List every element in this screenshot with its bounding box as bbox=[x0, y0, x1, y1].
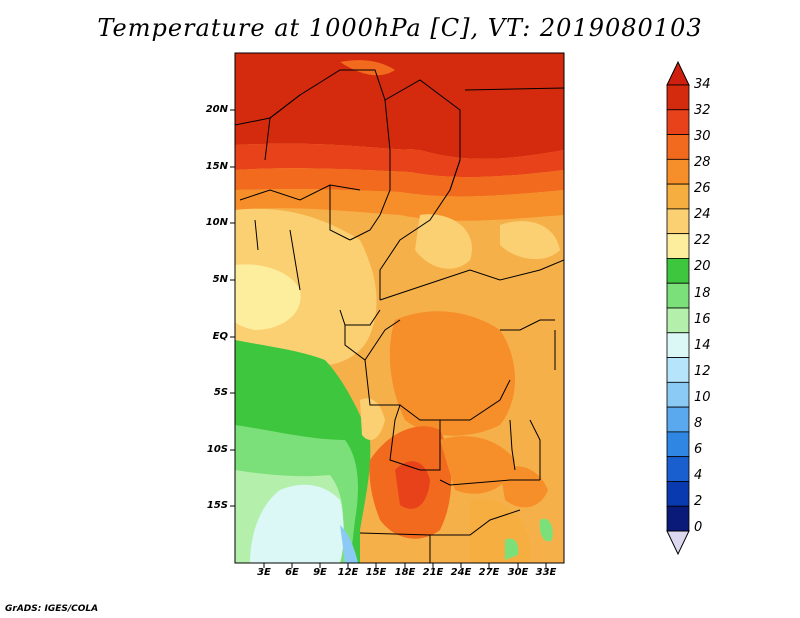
colorbar-bottom-arrow bbox=[666, 530, 690, 556]
colorbar-segment bbox=[666, 431, 690, 458]
colorbar-label: 32 bbox=[694, 103, 711, 118]
colorbar-label: 22 bbox=[694, 233, 711, 248]
lon-label: 6E bbox=[285, 567, 299, 578]
colorbar-top-arrow bbox=[666, 60, 690, 86]
colorbar-label: 12 bbox=[694, 364, 711, 379]
colorbar-segment bbox=[666, 456, 690, 482]
colorbar-segment bbox=[666, 208, 690, 235]
colorbar-segments bbox=[666, 84, 690, 532]
colorbar-segment bbox=[666, 505, 690, 532]
lon-label: 12E bbox=[337, 567, 359, 578]
colorbar-label: 0 bbox=[694, 520, 703, 535]
lat-label: 5N bbox=[212, 274, 228, 285]
colorbar-segment bbox=[666, 158, 690, 185]
colorbar-segment bbox=[666, 258, 690, 284]
country-borders bbox=[235, 69, 564, 563]
lat-label: 15N bbox=[205, 161, 228, 172]
colorbar-segment bbox=[666, 481, 690, 507]
colorbar-segment bbox=[666, 282, 690, 309]
colorbar-segment bbox=[666, 233, 690, 259]
page-title: Temperature at 1000hPa [C], VT: 20190801… bbox=[97, 14, 703, 42]
colorbar-label: 26 bbox=[694, 181, 711, 196]
colorbar-label: 20 bbox=[694, 259, 711, 274]
colorbar-segment bbox=[666, 332, 690, 358]
colorbar-segment bbox=[666, 406, 690, 433]
credit-text: GrADS: IGES/COLA bbox=[5, 604, 99, 614]
colorbar-segment bbox=[666, 183, 690, 210]
colorbar-label: 16 bbox=[694, 312, 711, 327]
colorbar-segment bbox=[666, 357, 690, 383]
lon-label: 3E bbox=[257, 567, 271, 578]
colorbar-label: 6 bbox=[694, 442, 703, 457]
colorbar-label: 10 bbox=[694, 390, 711, 405]
lon-label: 24E bbox=[450, 567, 472, 578]
lat-label: 5S bbox=[213, 387, 228, 398]
colorbar bbox=[666, 60, 690, 556]
lat-label: 15S bbox=[206, 500, 228, 511]
lon-label: 18E bbox=[394, 567, 416, 578]
lat-label: 10S bbox=[206, 444, 228, 455]
colorbar-label: 24 bbox=[694, 207, 711, 222]
lon-label: 33E bbox=[535, 567, 557, 578]
colorbar-label: 18 bbox=[694, 286, 711, 301]
temperature-field bbox=[235, 53, 564, 563]
lon-label: 30E bbox=[507, 567, 529, 578]
lon-label: 21E bbox=[422, 567, 444, 578]
lon-label: 15E bbox=[365, 567, 387, 578]
colorbar-segment bbox=[666, 307, 690, 334]
colorbar-segment bbox=[666, 109, 690, 135]
colorbar-segment bbox=[666, 381, 690, 408]
colorbar-segment bbox=[666, 84, 690, 111]
colorbar-segment bbox=[666, 134, 690, 160]
colorbar-label: 30 bbox=[694, 129, 711, 144]
lon-label: 27E bbox=[478, 567, 500, 578]
lat-label: 10N bbox=[205, 217, 228, 228]
map-frame bbox=[234, 52, 565, 564]
colorbar-label: 2 bbox=[694, 494, 703, 509]
axis-ticks bbox=[230, 109, 547, 568]
colorbar-label: 34 bbox=[694, 77, 711, 92]
colorbar-label: 28 bbox=[694, 155, 711, 170]
colorbar-label: 8 bbox=[694, 416, 703, 431]
colorbar-label: 4 bbox=[694, 468, 703, 483]
lat-label: EQ bbox=[212, 331, 228, 342]
colorbar-label: 14 bbox=[694, 338, 711, 353]
lon-label: 9E bbox=[313, 567, 327, 578]
lat-label: 20N bbox=[205, 104, 228, 115]
